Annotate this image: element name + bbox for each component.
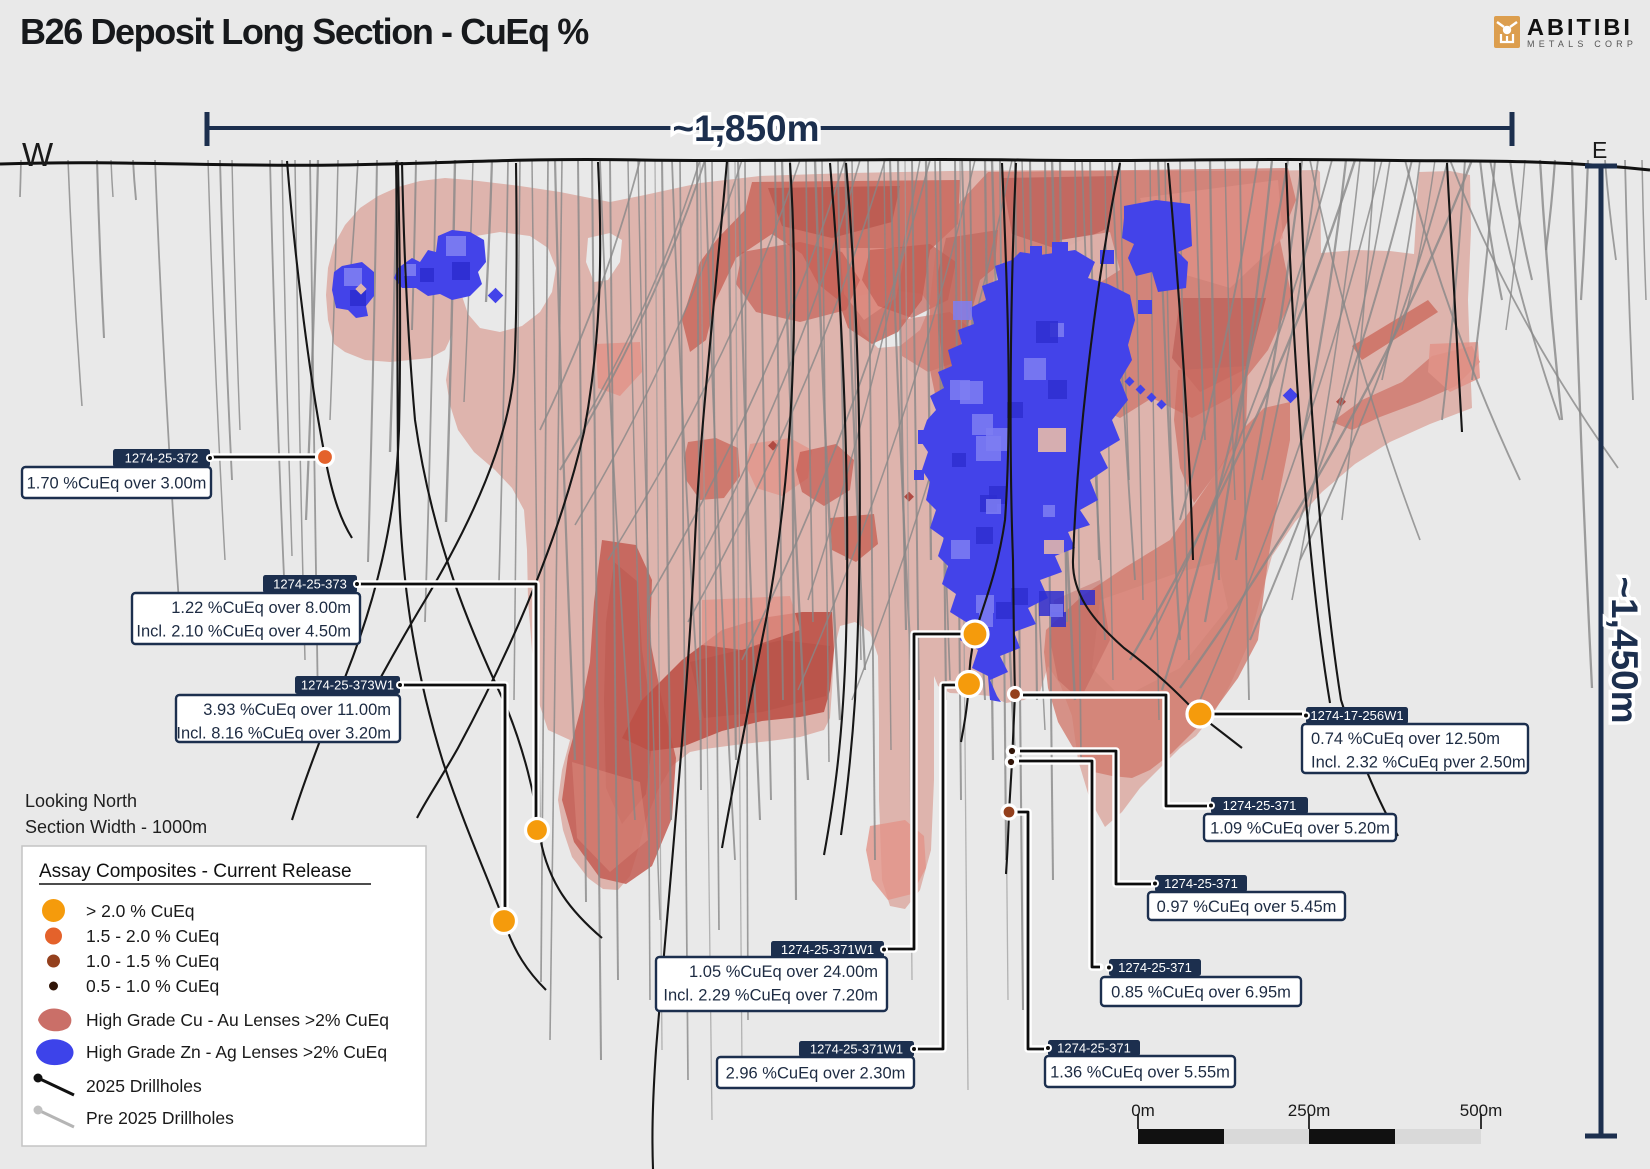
svg-text:1274-25-371W1: 1274-25-371W1 <box>810 1042 903 1057</box>
svg-text:> 2.0 % CuEq: > 2.0 % CuEq <box>86 901 194 921</box>
svg-text:1274-25-371: 1274-25-371 <box>1164 876 1238 891</box>
svg-text:1274-25-371: 1274-25-371 <box>1223 798 1297 813</box>
svg-text:Assay Composites - Current Rel: Assay Composites - Current Release <box>39 861 352 882</box>
svg-text:Pre 2025 Drillholes: Pre 2025 Drillholes <box>86 1108 234 1128</box>
svg-text:1274-25-371: 1274-25-371 <box>1057 1041 1131 1056</box>
svg-text:Section Width - 1000m: Section Width - 1000m <box>25 817 207 837</box>
svg-text:ABITIBI: ABITIBI <box>1527 14 1633 40</box>
svg-text:0.97 %CuEq over 5.45m: 0.97 %CuEq over 5.45m <box>1157 898 1337 916</box>
svg-text:Incl. 2.32 %CuEq pver 2.50m: Incl. 2.32 %CuEq pver 2.50m <box>1311 754 1526 772</box>
svg-text:1274-25-371W1: 1274-25-371W1 <box>781 942 874 957</box>
svg-text:1.0 - 1.5 % CuEq: 1.0 - 1.5 % CuEq <box>86 951 219 971</box>
svg-text:~1,450m: ~1,450m <box>1604 576 1645 723</box>
svg-text:1274-25-371: 1274-25-371 <box>1118 960 1192 975</box>
svg-text:1.36 %CuEq over 5.55m: 1.36 %CuEq over 5.55m <box>1050 1064 1230 1082</box>
svg-text:Looking North: Looking North <box>25 791 137 811</box>
svg-text:Incl. 2.10 %CuEq over 4.50m: Incl. 2.10 %CuEq over 4.50m <box>136 623 351 641</box>
svg-text:500m: 500m <box>1460 1101 1503 1120</box>
svg-text:1274-25-372: 1274-25-372 <box>125 451 199 466</box>
svg-text:1.22 %CuEq over 8.00m: 1.22 %CuEq over 8.00m <box>171 599 351 617</box>
svg-text:250m: 250m <box>1288 1101 1331 1120</box>
svg-text:METALS CORP: METALS CORP <box>1527 39 1637 49</box>
svg-text:Incl. 8.16 %CuEq over 3.20m: Incl. 8.16 %CuEq over 3.20m <box>176 725 391 743</box>
svg-text:High Grade Zn - Ag Lenses >2%: High Grade Zn - Ag Lenses >2% CuEq <box>86 1042 387 1062</box>
svg-text:3.93 %CuEq over 11.00m: 3.93 %CuEq over 11.00m <box>203 701 391 719</box>
svg-text:0m: 0m <box>1131 1101 1155 1120</box>
svg-text:W: W <box>22 136 54 173</box>
svg-text:0.74 %CuEq over 12.50m: 0.74 %CuEq over 12.50m <box>1311 730 1500 748</box>
svg-text:1274-25-373: 1274-25-373 <box>273 577 347 592</box>
svg-text:B26 Deposit Long Section - CuE: B26 Deposit Long Section - CuEq % <box>20 11 589 52</box>
svg-text:1.09 %CuEq over 5.20m: 1.09 %CuEq over 5.20m <box>1210 820 1390 838</box>
svg-text:2.96 %CuEq over 2.30m: 2.96 %CuEq over 2.30m <box>726 1065 906 1083</box>
svg-text:Incl. 2.29 %CuEq over 7.20m: Incl. 2.29 %CuEq over 7.20m <box>663 987 878 1005</box>
svg-text:0.5 - 1.0 % CuEq: 0.5 - 1.0 % CuEq <box>86 976 219 996</box>
svg-text:1.05 %CuEq over 24.00m: 1.05 %CuEq over 24.00m <box>689 963 878 981</box>
svg-text:1.70 %CuEq over 3.00m: 1.70 %CuEq over 3.00m <box>27 475 207 493</box>
svg-text:1.5 - 2.0 % CuEq: 1.5 - 2.0 % CuEq <box>86 926 219 946</box>
svg-text:0.85 %CuEq over 6.95m: 0.85 %CuEq over 6.95m <box>1111 984 1291 1002</box>
svg-text:E: E <box>1592 137 1607 163</box>
svg-text:~1,850m: ~1,850m <box>672 108 819 149</box>
svg-text:1274-17-256W1: 1274-17-256W1 <box>1310 708 1403 723</box>
svg-text:1274-25-373W1: 1274-25-373W1 <box>301 678 394 693</box>
svg-text:2025 Drillholes: 2025 Drillholes <box>86 1076 202 1096</box>
svg-text:High Grade Cu - Au Lenses >2%: High Grade Cu - Au Lenses >2% CuEq <box>86 1010 389 1030</box>
